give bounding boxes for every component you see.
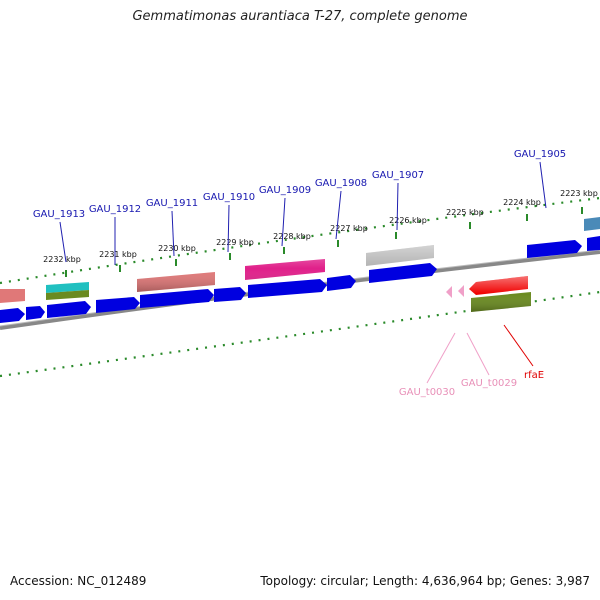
accession-text: Accession: NC_012489 xyxy=(10,574,147,588)
gene-label[interactable]: rfaE xyxy=(524,370,544,381)
cds-arrow-track xyxy=(0,236,600,323)
label-leader xyxy=(281,197,286,247)
cds-arrow[interactable] xyxy=(369,263,437,283)
lower-gene-labels: GAU_t0030 GAU_t0029 rfaE xyxy=(399,370,544,398)
tick-label: 2227 kbp xyxy=(330,224,368,233)
lower-feature-track xyxy=(446,276,531,312)
label-leader xyxy=(396,182,399,231)
cds-feature-shade xyxy=(137,245,434,292)
genome-title: Gemmatimonas aurantiaca T-27, complete g… xyxy=(132,9,468,24)
lower-feature-shade xyxy=(469,276,531,312)
cds-arrow[interactable] xyxy=(47,301,91,318)
tick-label: 2228 kbp xyxy=(273,232,311,241)
tick-label: 2231 kbp xyxy=(99,250,137,259)
gene-label[interactable]: GAU_1907 xyxy=(372,170,424,181)
label-leader xyxy=(59,221,67,263)
cds-feature[interactable] xyxy=(584,217,600,231)
cds-arrow[interactable] xyxy=(327,275,356,291)
upper-label-leaders xyxy=(59,161,547,265)
cds-feature[interactable] xyxy=(46,290,89,300)
cds-arrow[interactable] xyxy=(214,287,246,302)
trna-feature[interactable] xyxy=(446,286,452,298)
tick-label: 2232 kbp xyxy=(43,255,81,264)
cds-arrow[interactable] xyxy=(140,289,214,308)
tick-label: 2230 kbp xyxy=(158,244,196,253)
gene-label[interactable]: GAU_t0029 xyxy=(461,378,517,389)
genome-summary-text: Topology: circular; Length: 4,636,964 bp… xyxy=(260,574,590,588)
rrna-feature[interactable] xyxy=(46,282,89,293)
upper-feature-track xyxy=(0,217,600,303)
gene-label[interactable]: GAU_1912 xyxy=(89,204,141,215)
cds-arrow[interactable] xyxy=(527,240,582,258)
tick-label: 2226 kbp xyxy=(389,216,427,225)
tick-label: 2229 kbp xyxy=(216,238,254,247)
label-leader xyxy=(503,324,534,367)
label-leader xyxy=(171,210,175,257)
gene-label[interactable]: GAU_1913 xyxy=(33,209,85,220)
outer-major-ticks xyxy=(65,207,583,277)
upper-gene-labels: GAU_1913 GAU_1912 GAU_1911 GAU_1910 GAU_… xyxy=(33,149,566,220)
cds-arrow[interactable] xyxy=(96,297,140,313)
gene-label[interactable]: GAU_1909 xyxy=(259,185,311,196)
cds-arrow[interactable] xyxy=(0,308,25,323)
label-leader xyxy=(539,161,547,209)
gene-label[interactable]: GAU_1908 xyxy=(315,178,367,189)
tick-label: 2224 kbp xyxy=(503,198,541,207)
label-leader xyxy=(466,332,490,376)
cds-arrow[interactable] xyxy=(26,306,45,320)
label-leader xyxy=(227,204,230,253)
trna-feature[interactable] xyxy=(458,285,464,297)
tick-label: 2223 kbp xyxy=(560,189,598,198)
gene-label[interactable]: GAU_1911 xyxy=(146,198,198,209)
gene-label[interactable]: GAU_1910 xyxy=(203,192,255,203)
gene-label[interactable]: GAU_1905 xyxy=(514,149,566,160)
tick-label: 2225 kbp xyxy=(446,208,484,217)
cds-feature[interactable] xyxy=(0,289,25,303)
label-leader xyxy=(426,332,456,384)
tick-labels: 2232 kbp 2231 kbp 2230 kbp 2229 kbp 2228… xyxy=(43,189,598,264)
label-leader xyxy=(335,190,342,240)
cds-arrow[interactable] xyxy=(587,236,600,251)
cds-arrow[interactable] xyxy=(248,279,327,298)
gene-label[interactable]: GAU_t0030 xyxy=(399,387,455,398)
